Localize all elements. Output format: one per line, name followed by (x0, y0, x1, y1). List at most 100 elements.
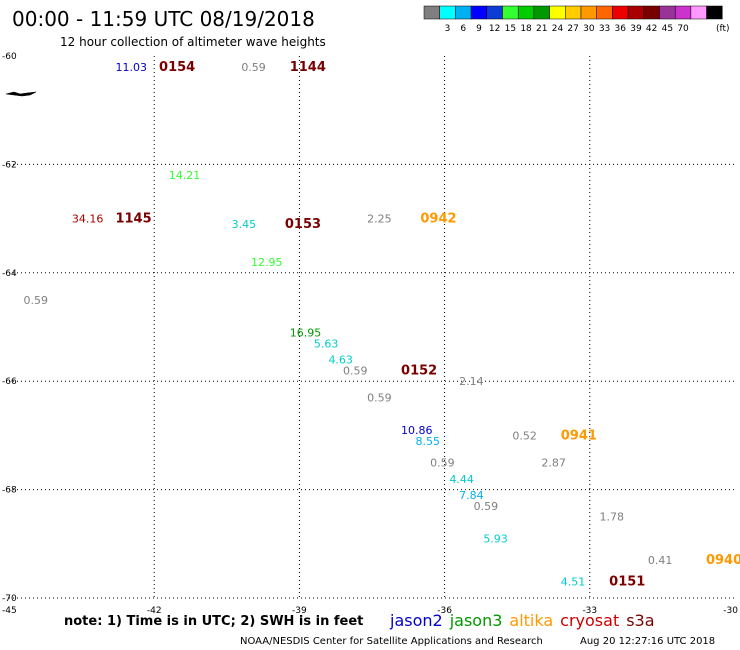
y-tick-label: -64 (2, 269, 17, 279)
y-tick-label: -66 (2, 377, 17, 387)
color-scale-swatch (502, 5, 519, 20)
wave-height-value: 5.63 (314, 337, 339, 350)
y-tick-label: -62 (2, 160, 17, 170)
color-scale-swatch (486, 5, 503, 20)
color-scale-label: 33 (599, 24, 610, 34)
wave-height-value: 2.87 (541, 457, 566, 470)
wave-height-value: 0.41 (648, 554, 673, 567)
map-gridlines (9, 56, 735, 599)
wave-height-value: 4.51 (561, 576, 586, 589)
color-scale-swatch (455, 5, 472, 20)
wave-height-value: 10.86 (401, 424, 433, 437)
y-tick-label: -68 (2, 486, 17, 496)
axis-tick-labels: -60 -62 -64 -66 -68 -70 -45 -42 -39 -36 -33 -30 (2, 52, 738, 616)
color-scale-label: 3 (445, 24, 451, 34)
x-tick-label: -33 (582, 606, 597, 616)
footer-timestamp: Aug 20 12:27:16 UTC 2018 (580, 636, 715, 647)
color-scale-label: 27 (567, 24, 578, 34)
pass-time-label: 0940 (706, 553, 740, 568)
wave-height-value: 0.59 (241, 61, 266, 74)
color-scale-swatch (596, 5, 613, 20)
color-scale-label: 30 (583, 24, 595, 34)
color-scale-swatch (470, 5, 488, 20)
color-scale-unit: (ft) (716, 24, 730, 34)
pass-time-label: 1144 (290, 60, 326, 75)
legend-entry-jason3: jason3 (449, 611, 503, 630)
wave-height-value: 2.25 (367, 213, 392, 226)
color-scale-label: 6 (460, 24, 466, 34)
color-scale-swatch (439, 5, 456, 20)
footer-credit: NOAA/NESDIS Center for Satellite Applica… (240, 636, 543, 647)
color-scale-swatch (565, 5, 582, 20)
x-tick-label: -39 (292, 606, 307, 616)
chart-title: 00:00 - 11:59 UTC 08/19/2018 (12, 7, 315, 31)
y-tick-label: -60 (2, 52, 17, 62)
color-scale-bar: 3 6 9 12 15 18 21 24 27 30 33 36 39 42 45 70 (423, 5, 723, 34)
wave-height-value: 34.16 (72, 213, 104, 226)
color-scale-label: 39 (630, 24, 642, 34)
x-tick-label: -30 (723, 606, 738, 616)
color-scale-swatch (517, 5, 535, 20)
pass-time-label: 0152 (401, 363, 437, 378)
satellite-legend: jason2 jason3 altika cryosat s3a (389, 611, 655, 630)
wave-height-value: 16.95 (290, 326, 322, 339)
wave-height-value: 1.78 (599, 511, 624, 524)
wave-height-value: 11.03 (115, 61, 147, 74)
wave-height-value: 0.59 (24, 294, 49, 307)
color-scale-swatch (706, 5, 723, 20)
color-scale-swatch (423, 5, 440, 20)
color-scale-swatch (580, 5, 597, 20)
wave-height-value: 0.59 (367, 391, 392, 404)
pass-time-label: 0154 (159, 60, 195, 75)
wave-height-value: 12.95 (251, 256, 283, 269)
x-tick-label: -42 (147, 606, 162, 616)
color-scale-swatch (612, 5, 629, 20)
pass-time-label: 1145 (115, 212, 151, 227)
y-tick-label: -70 (2, 594, 17, 604)
wave-height-value: 8.55 (416, 435, 441, 448)
wave-height-value: 7.84 (459, 489, 484, 502)
wave-height-value: 0.59 (430, 457, 455, 470)
color-scale-label: 21 (536, 24, 547, 34)
legend-entry-altika: altika (509, 611, 553, 630)
color-scale-label: 42 (646, 24, 657, 34)
color-scale-swatch (690, 5, 707, 20)
color-scale-swatch (533, 5, 550, 20)
coastline-shape (5, 91, 37, 97)
chart-subtitle: 12 hour collection of altimeter wave hei… (60, 35, 326, 49)
wave-height-value: 2.14 (459, 375, 484, 388)
legend-entry-s3a: s3a (626, 611, 654, 630)
wave-height-value: 0.59 (343, 364, 368, 377)
wave-height-value: 14.21 (169, 169, 201, 182)
color-scale-swatch (643, 5, 660, 20)
color-scale-label: 12 (489, 24, 500, 34)
pass-time-label: 0941 (561, 428, 597, 443)
wave-height-value: 0.52 (512, 429, 537, 442)
color-scale-label: 45 (662, 24, 673, 34)
wave-height-value: 0.59 (474, 500, 499, 513)
color-scale-swatch (674, 5, 692, 20)
wave-height-value: 5.93 (483, 532, 508, 545)
color-scale-swatch (549, 5, 566, 20)
pass-time-label: 0942 (420, 212, 456, 227)
x-tick-label: -36 (437, 606, 452, 616)
color-scale-label: 24 (552, 24, 564, 34)
footer-note: note: 1) Time is in UTC; 2) SWH is in fe… (64, 614, 363, 629)
pass-time-label: 0151 (609, 575, 645, 590)
color-scale-label: 9 (476, 24, 482, 34)
color-scale-label: 70 (677, 24, 689, 34)
wave-height-labels: 11.03 0.59 14.21 34.16 3.45 2.25 12.95 0.59 16.9… (24, 60, 740, 590)
color-scale-label: 18 (520, 24, 532, 34)
legend-entry-cryosat: cryosat (560, 611, 619, 630)
x-tick-label: -45 (2, 606, 17, 616)
wave-height-value: 4.44 (449, 473, 474, 486)
legend-entry-jason2: jason2 (389, 611, 443, 630)
wave-height-value: 3.45 (232, 218, 257, 231)
color-scale-swatch (627, 5, 645, 20)
wave-height-value: 4.63 (328, 354, 353, 367)
color-scale-swatch (659, 5, 676, 20)
color-scale-label: 15 (505, 24, 516, 34)
color-scale-label: 36 (615, 24, 627, 34)
pass-time-label: 0153 (285, 217, 321, 232)
